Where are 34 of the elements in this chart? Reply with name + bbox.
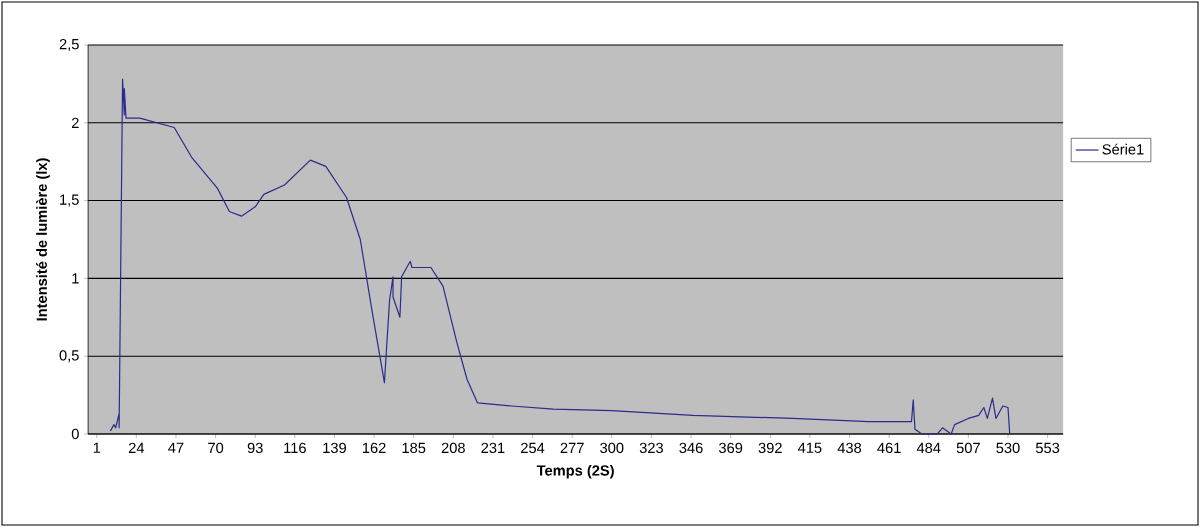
x-tick-label: 461 [877, 442, 901, 454]
x-tick-label: 70 [208, 442, 224, 454]
x-tick-label: 231 [481, 442, 505, 454]
y-tick-label: 0 [71, 428, 79, 440]
x-tick-label: 208 [441, 442, 465, 454]
x-tick-label: 438 [837, 442, 862, 454]
x-tick-label: 139 [323, 442, 346, 454]
x-tick-label: 1 [93, 442, 101, 453]
x-tick-label: 507 [956, 442, 980, 454]
x-axis-title: Temps (2S) [536, 464, 614, 479]
x-tick-label: 93 [247, 442, 263, 454]
y-tick-label: 1,5 [60, 194, 79, 207]
x-tick-label: 484 [916, 442, 941, 454]
x-tick-label: 300 [600, 442, 624, 454]
legend-label: Série1 [1102, 143, 1144, 155]
x-tick-label: 346 [679, 442, 703, 454]
y-tick-label: 0,5 [59, 350, 79, 363]
x-tick-label: 415 [797, 442, 822, 453]
x-tick-label: 47 [168, 442, 184, 453]
y-tick-label: 1 [72, 273, 79, 284]
x-tick-label: 162 [362, 442, 386, 454]
y-axis-title: Intensité de lumière (lx) [36, 158, 50, 321]
y-tick-label: 2 [71, 117, 79, 128]
x-tick-label: 185 [402, 442, 426, 454]
y-tick-label: 2,5 [59, 38, 79, 52]
x-tick-label: 530 [996, 442, 1020, 454]
x-tick-label: 392 [758, 442, 782, 454]
x-tick-label: 24 [128, 442, 145, 453]
x-tick-label: 553 [1035, 442, 1060, 454]
x-tick-label: 323 [639, 442, 663, 454]
x-tick-label: 254 [521, 442, 545, 454]
x-tick-label: 277 [560, 442, 584, 453]
x-tick-label: 369 [718, 442, 743, 454]
x-tick-label: 116 [284, 442, 306, 454]
